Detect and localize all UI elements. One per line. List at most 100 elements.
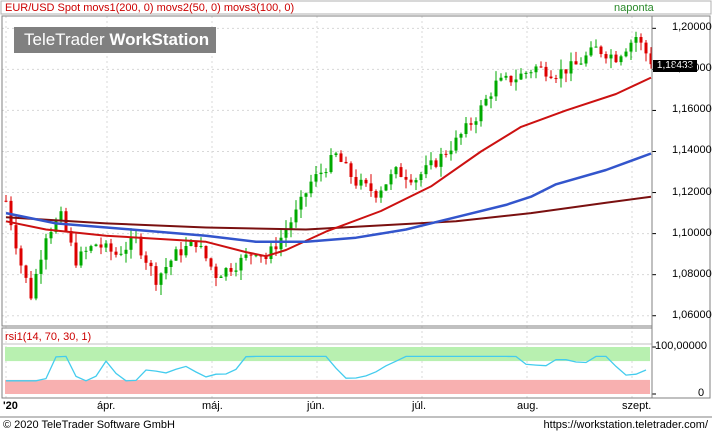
candle-up [569,61,573,74]
candle-down [194,240,198,247]
candle-up [414,180,418,183]
candle-up [479,105,483,122]
candle-down [399,167,403,177]
candle-up [89,246,93,251]
candle-down [444,153,448,155]
candle-up [79,251,83,266]
candle-up [359,179,363,186]
candle-up [199,245,203,247]
period-label[interactable]: naponta [614,2,654,14]
candle-up [314,174,318,182]
candle-up [304,193,308,197]
frame-layer [0,0,712,418]
candle-up [294,209,298,223]
candles-layer [4,31,653,301]
candle-up [269,246,273,259]
candle-up [394,167,398,175]
candle-up [174,249,178,261]
ma-line-movs2 [5,76,652,258]
candle-up [589,47,593,56]
rsi-tick-label: 0 [698,387,705,399]
candle-up [159,273,163,285]
candle-up [184,246,188,256]
price-tick-label: 1,10000 [672,226,712,239]
header-band [0,0,712,15]
candle-up [59,211,63,221]
candle-down [434,160,438,167]
time-tick-label: ápr. [97,400,116,412]
candle-up [129,237,133,250]
candle-down [344,161,348,164]
candle-up [519,73,523,80]
candle-up [459,134,463,138]
candle-up [464,123,468,135]
candle-down [409,179,413,183]
candle-up [54,220,58,232]
candle-down [544,66,548,77]
candle-up [489,96,493,99]
candle-down [339,153,343,162]
candle-up [104,243,108,248]
candle-up [309,181,313,194]
candle-up [609,54,613,59]
candle-up [164,267,168,274]
candle-down [539,66,543,68]
candle-up [514,79,518,83]
candle-down [564,69,568,74]
candle-up [449,150,453,155]
candle-up [439,153,443,167]
grid-layer [2,16,656,398]
candle-up [284,230,288,238]
candle-up [499,77,503,81]
candle-up [189,240,193,247]
candle-up [169,260,173,268]
candle-up [579,63,583,65]
candle-down [364,179,368,184]
candle-up [494,80,498,97]
candle-down [179,249,183,256]
candle-up [324,172,328,174]
time-tick-label: júl. [412,400,427,412]
candle-up [559,69,563,79]
price-panel-frame [1,15,653,327]
price-tick-label: 1,20000 [672,21,712,34]
candle-up [419,174,423,181]
candle-down [114,251,118,255]
candle-up [319,172,323,175]
candle-up [254,255,258,257]
candle-up [219,276,223,278]
price-tick-label: 1,16000 [672,103,712,116]
candle-down [99,244,103,248]
candle-up [424,165,428,175]
indicator-title: EUR/USD Spot movs1(200, 0) movs2(50, 0) … [5,2,295,14]
candle-up [84,250,88,252]
source-url[interactable]: https://workstation.teletrader.com/ [543,419,708,431]
candle-down [74,242,78,266]
candle-down [4,200,8,202]
price-tick-label: 1,12000 [672,185,712,198]
candle-up [289,222,293,231]
candle-up [299,196,303,210]
candle-up [124,249,128,254]
candle-down [614,54,618,63]
copyright-text: © 2020 TeleTrader Software GmbH [3,419,175,431]
candle-up [389,174,393,185]
candle-up [334,153,338,156]
candle-up [429,160,433,166]
candle-down [139,236,143,256]
candle-down [599,46,603,55]
candle-up [629,42,633,52]
candle-down [264,256,268,259]
time-tick-label: '20 [3,400,18,412]
candle-down [549,76,553,79]
candle-down [209,258,213,267]
candle-up [34,273,38,299]
candle-down [469,123,473,125]
candle-down [374,191,378,198]
candle-up [49,231,53,239]
candle-up [524,72,528,74]
time-tick-label: szept. [622,400,652,412]
candle-up [94,244,98,247]
candle-up [329,155,333,173]
